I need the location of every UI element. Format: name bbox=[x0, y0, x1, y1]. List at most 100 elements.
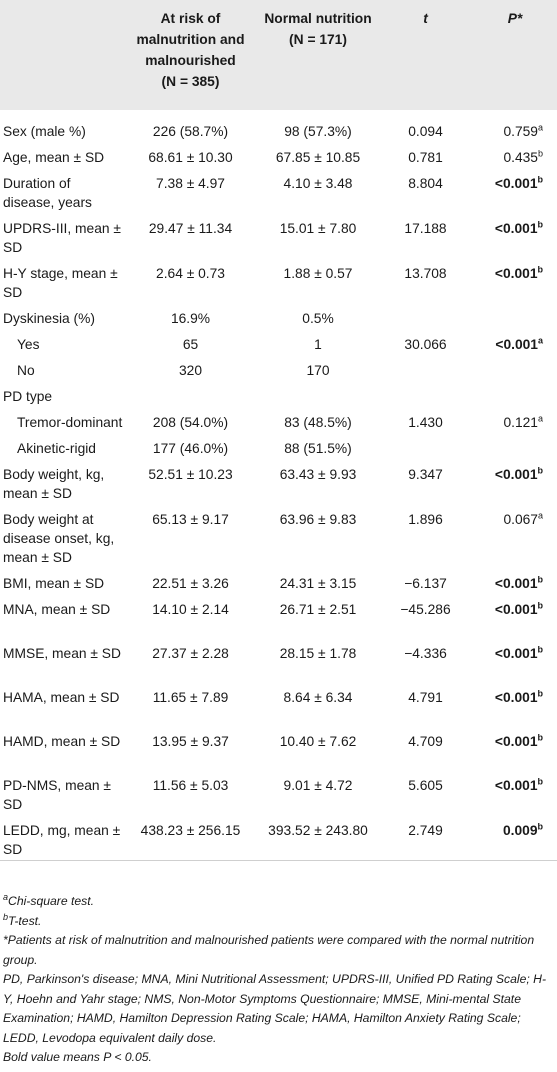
cell-p bbox=[473, 303, 557, 329]
cell-at-risk: 16.9% bbox=[170, 311, 211, 326]
p-value: <0.001 bbox=[494, 646, 538, 661]
cell-at-risk: 65 bbox=[182, 337, 199, 352]
row-label: MNA, mean ± SD bbox=[3, 602, 111, 617]
table-row: LEDD, mg, mean ± SD 438.23 ± 256.15 393.… bbox=[0, 815, 557, 861]
row-label: Sex (male %) bbox=[3, 124, 86, 139]
cell-p: 0.009b bbox=[473, 815, 557, 861]
cell-p: <0.001b bbox=[473, 726, 557, 770]
footnote-a-text: Chi-square test. bbox=[8, 894, 95, 908]
p-value: 0.009 bbox=[502, 823, 538, 838]
cell-p: <0.001b bbox=[473, 168, 557, 213]
p-footnote-mark: a bbox=[537, 413, 543, 424]
row-label: HAMD, mean ± SD bbox=[3, 734, 121, 749]
cell-t: 2.749 bbox=[378, 815, 473, 861]
table-header-row: At risk of malnutrition and malnourished… bbox=[0, 0, 557, 110]
cell-at-risk: 177 (46.0%) bbox=[152, 441, 229, 456]
p-footnote-mark: b bbox=[537, 148, 543, 159]
row-label: PD-NMS, mean ± SD bbox=[3, 778, 112, 812]
p-footnote-mark: a bbox=[537, 510, 543, 521]
cell-normal: 26.71 ± 2.51 bbox=[279, 602, 357, 617]
cell-p bbox=[473, 433, 557, 459]
cell-normal: 63.96 ± 9.83 bbox=[279, 512, 357, 527]
p-value: 0.759 bbox=[503, 124, 538, 139]
row-label: LEDD, mg, mean ± SD bbox=[0, 815, 123, 861]
cell-p: <0.001a bbox=[473, 329, 557, 355]
table-row: Sex (male %) 226 (58.7%) 98 (57.3%) 0.09… bbox=[0, 110, 557, 142]
row-label: No bbox=[17, 363, 35, 378]
cell-t bbox=[378, 303, 473, 329]
cell-at-risk: 438.23 ± 256.15 bbox=[123, 815, 258, 861]
header-p: P* bbox=[507, 11, 523, 26]
footnote-b: bT-test. bbox=[3, 912, 548, 932]
cell-normal: 1.88 ± 0.57 bbox=[283, 266, 353, 281]
cell-at-risk: 2.64 ± 0.73 bbox=[156, 266, 225, 281]
footnote-star: *Patients at risk of malnutrition and ma… bbox=[3, 933, 535, 967]
cell-normal: 63.43 ± 9.93 bbox=[279, 467, 357, 482]
cell-p: <0.001b bbox=[473, 638, 557, 682]
row-label: Duration of disease, years bbox=[3, 176, 92, 210]
cell-t: 4.709 bbox=[408, 734, 443, 749]
table-row: BMI, mean ± SD 22.51 ± 3.26 24.31 ± 3.15… bbox=[0, 568, 557, 594]
p-footnote-mark: b bbox=[537, 732, 544, 743]
cell-t: 1.430 bbox=[408, 415, 443, 430]
cell-normal: 10.40 ± 7.62 bbox=[279, 734, 357, 749]
cell-at-risk: 208 (54.0%) bbox=[152, 415, 229, 430]
table-row: HAMA, mean ± SD 11.65 ± 7.89 8.64 ± 6.34… bbox=[0, 682, 557, 726]
table-row: Duration of disease, years 7.38 ± 4.97 4… bbox=[0, 168, 557, 213]
p-footnote-mark: a bbox=[537, 122, 543, 133]
p-value: <0.001 bbox=[494, 221, 538, 236]
p-value: 0.435 bbox=[503, 150, 538, 165]
cell-p: 0.759a bbox=[473, 110, 557, 142]
cell-at-risk bbox=[123, 381, 258, 407]
cell-at-risk: 13.95 ± 9.37 bbox=[152, 734, 229, 749]
row-label: Akinetic-rigid bbox=[17, 441, 96, 456]
p-value: <0.001 bbox=[494, 734, 538, 749]
cell-normal: 9.01 ± 4.72 bbox=[283, 778, 353, 793]
table-row: Dyskinesia (%) 16.9% 0.5% bbox=[0, 303, 557, 329]
cell-t: −4.336 bbox=[404, 646, 447, 661]
p-value: 0.067 bbox=[503, 512, 538, 527]
cell-t: 8.804 bbox=[408, 176, 443, 191]
p-value: <0.001 bbox=[494, 576, 538, 591]
table-footnotes: aChi-square test. bT-test. *Patients at … bbox=[3, 892, 548, 1068]
cell-p: <0.001b bbox=[473, 594, 557, 638]
row-label: HAMA, mean ± SD bbox=[3, 690, 120, 705]
row-label: H-Y stage, mean ± SD bbox=[3, 266, 118, 300]
row-label: Dyskinesia (%) bbox=[3, 311, 95, 326]
row-label: Tremor-dominant bbox=[17, 415, 123, 430]
cell-normal: 98 (57.3%) bbox=[284, 124, 352, 139]
cell-p: <0.001b bbox=[473, 770, 557, 815]
cell-at-risk: 14.10 ± 2.14 bbox=[152, 602, 229, 617]
p-footnote-mark: b bbox=[537, 264, 544, 275]
header-t: t bbox=[423, 11, 428, 26]
cell-t: 1.896 bbox=[408, 512, 443, 527]
cell-p bbox=[473, 381, 557, 407]
cell-p: <0.001b bbox=[473, 682, 557, 726]
table-row: MNA, mean ± SD 14.10 ± 2.14 26.71 ± 2.51… bbox=[0, 594, 557, 638]
table-row: Tremor-dominant 208 (54.0%) 83 (48.5%) 1… bbox=[0, 407, 557, 433]
footnote-a: aChi-square test. bbox=[3, 892, 548, 912]
table-row: Age, mean ± SD 68.61 ± 10.30 67.85 ± 10.… bbox=[0, 142, 557, 168]
cell-normal: 0.5% bbox=[302, 311, 334, 326]
table-row: Yes 65 1 30.066 <0.001a bbox=[0, 329, 557, 355]
p-value: 0.121 bbox=[503, 415, 538, 430]
row-label: Body weight at disease onset, kg, mean ±… bbox=[3, 512, 115, 565]
cell-normal: 83 (48.5%) bbox=[284, 415, 352, 430]
cell-at-risk: 226 (58.7%) bbox=[152, 124, 229, 139]
cell-normal: 67.85 ± 10.85 bbox=[275, 150, 361, 165]
cell-t bbox=[378, 355, 473, 381]
cell-t: 0.781 bbox=[408, 150, 443, 165]
cell-normal: 170 bbox=[306, 363, 330, 378]
cell-at-risk: 65.13 ± 9.17 bbox=[152, 512, 229, 527]
footnote-bold: Bold value means P < 0.05. bbox=[3, 1050, 152, 1064]
cell-normal: 8.64 ± 6.34 bbox=[283, 690, 353, 705]
cell-at-risk: 29.47 ± 11.34 bbox=[148, 221, 233, 236]
p-footnote-mark: b bbox=[537, 688, 544, 699]
p-value: <0.001 bbox=[494, 467, 538, 482]
footnote-b-mark: b bbox=[3, 911, 9, 922]
header-normal: Normal nutrition (N = 171) bbox=[258, 0, 378, 110]
cell-at-risk: 11.65 ± 7.89 bbox=[152, 690, 229, 705]
table-row: Akinetic-rigid 177 (46.0%) 88 (51.5%) bbox=[0, 433, 557, 459]
p-value: <0.001 bbox=[494, 176, 538, 191]
